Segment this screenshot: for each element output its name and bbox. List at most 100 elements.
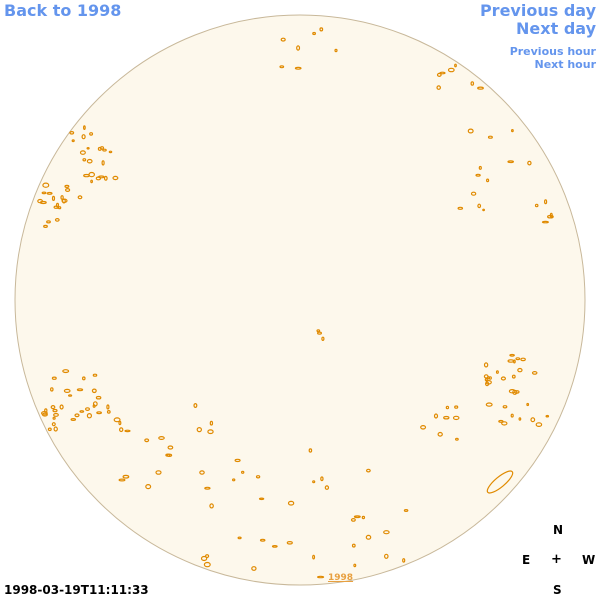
contour-mark — [144, 438, 150, 443]
contour-mark — [454, 63, 457, 68]
contour-mark — [37, 198, 43, 204]
contour-mark — [312, 554, 316, 560]
contour-mark — [74, 413, 80, 418]
contour-mark — [487, 135, 493, 139]
year-link[interactable]: 1998 — [328, 573, 354, 583]
contour-mark — [530, 417, 536, 423]
contour-mark — [433, 413, 439, 419]
contour-mark — [46, 191, 53, 195]
contour-mark — [259, 538, 266, 542]
contour-mark — [447, 67, 455, 73]
contour-mark — [403, 509, 409, 513]
contour-mark — [477, 86, 484, 90]
contour-mark — [203, 561, 211, 568]
contour-mark — [81, 134, 86, 140]
contour-mark — [52, 416, 56, 420]
contour-mark — [83, 173, 90, 178]
contour-mark — [543, 199, 548, 205]
contour-mark — [321, 336, 325, 341]
contour-mark — [209, 503, 214, 509]
observation-timestamp: 1998-03-19T11:11:33 — [4, 583, 149, 597]
contour-mark — [77, 195, 83, 200]
contour-mark — [547, 214, 554, 219]
contour-mark — [69, 131, 75, 135]
contour-mark — [207, 429, 214, 435]
contour-mark — [231, 478, 236, 482]
contour-mark — [383, 530, 390, 535]
contour-mark — [443, 415, 450, 420]
contour-mark — [86, 413, 93, 419]
contour-mark — [508, 389, 516, 394]
contour-mark — [486, 470, 514, 494]
contour-mark — [402, 558, 406, 563]
contour-mark — [53, 412, 59, 417]
contour-mark — [41, 191, 47, 195]
contour-mark — [63, 388, 71, 393]
next-day-link[interactable]: Next day — [516, 19, 596, 38]
contour-mark — [319, 27, 324, 32]
contour-mark — [41, 411, 48, 416]
contour-mark — [475, 173, 481, 177]
contour-mark — [455, 437, 459, 441]
contour-mark — [484, 378, 488, 382]
contour-mark — [488, 376, 492, 380]
contour-mark — [82, 125, 86, 130]
contour-mark — [113, 417, 121, 423]
contour-mark — [200, 555, 208, 562]
contour-mark — [102, 148, 107, 152]
contour-mark — [534, 203, 539, 208]
contour-mark — [518, 417, 522, 421]
contour-mark — [511, 374, 516, 379]
contour-mark — [531, 371, 538, 375]
contour-mark — [445, 405, 450, 410]
previous-day-link[interactable]: Previous day — [479, 1, 596, 20]
contour-mark — [145, 484, 152, 490]
contour-mark — [64, 184, 70, 188]
back-to-year-link[interactable]: Back to 1998 — [4, 1, 122, 20]
contour-mark — [86, 147, 90, 150]
contour-mark — [54, 217, 60, 222]
contour-mark — [103, 175, 108, 181]
next-hour-link[interactable]: Next hour — [534, 58, 597, 71]
compass-north: N — [553, 523, 564, 537]
contour-mark — [482, 208, 486, 212]
contour-mark — [96, 411, 102, 415]
contour-mark — [296, 45, 301, 51]
contour-mark — [53, 205, 60, 209]
contour-mark — [251, 566, 257, 571]
contour-mark — [90, 179, 93, 184]
contour-mark — [317, 575, 325, 579]
contour-mark — [106, 404, 110, 410]
contour-mark — [365, 534, 372, 540]
contour-mark — [95, 395, 102, 400]
contour-mark — [498, 419, 504, 423]
contour-mark — [541, 220, 549, 224]
contour-mark — [351, 543, 356, 548]
contour-mark — [122, 474, 130, 479]
contour-mark — [517, 367, 523, 373]
contour-mark — [92, 373, 98, 377]
contour-mark — [118, 478, 126, 482]
contour-mark — [478, 165, 482, 170]
contour-mark — [84, 407, 90, 412]
contour-mark — [82, 376, 86, 381]
contour-mark — [124, 429, 131, 433]
contour-mark — [502, 405, 508, 409]
contour-mark — [112, 175, 119, 181]
contour-mark — [312, 31, 317, 36]
contour-mark — [158, 436, 165, 441]
contour-mark — [167, 445, 174, 450]
contour-mark — [255, 475, 261, 479]
contour-mark — [46, 220, 51, 224]
contour-mark — [92, 404, 96, 408]
contour-mark — [486, 178, 490, 183]
contour-mark — [108, 150, 113, 154]
contour-mark — [196, 427, 202, 433]
contour-mark — [535, 422, 543, 428]
previous-hour-link[interactable]: Previous hour — [509, 45, 596, 58]
contour-mark — [204, 486, 211, 490]
contour-mark — [101, 160, 105, 166]
contour-mark — [324, 485, 330, 490]
contour-mark — [312, 480, 316, 484]
